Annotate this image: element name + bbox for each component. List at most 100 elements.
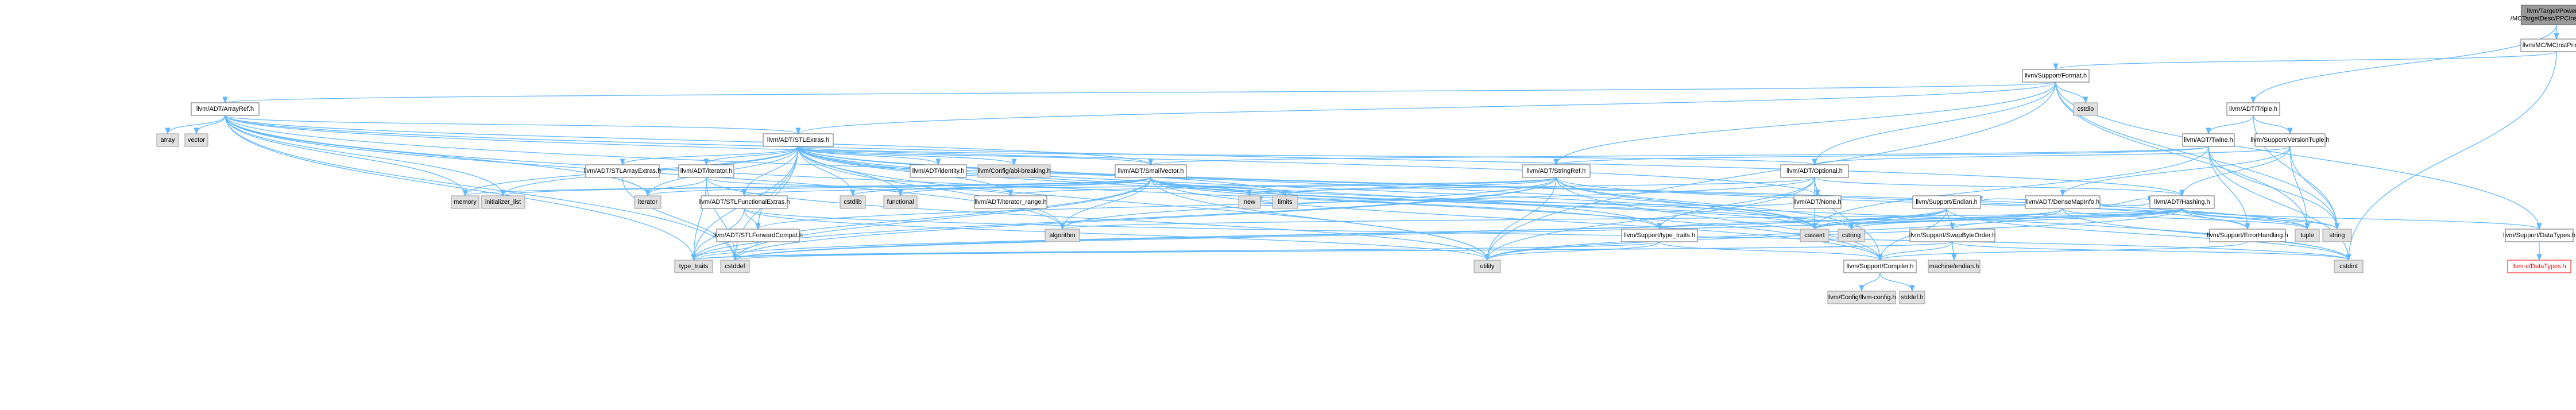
node-cstddef[interactable]: cstddef [720, 260, 750, 273]
node-swapbyteorder-box [1909, 229, 1995, 242]
node-iterrange[interactable]: llvm/ADT/iterator_range.h [974, 195, 1047, 209]
node-initlist[interactable]: initializer_list [481, 195, 525, 209]
edge-hashing-to-utility [1484, 208, 2183, 261]
node-stddef[interactable]: stddef.h [1899, 291, 1925, 304]
node-stlforward[interactable]: llvm/ADT/STLForwardCompat.h [713, 229, 803, 242]
node-datatypes-label: llvm/Support/DataTypes.h [2503, 232, 2575, 239]
node-identity-label: llvm/ADT/identity.h [912, 168, 965, 175]
node-typetraits[interactable]: type_traits [674, 260, 713, 273]
edge-endian-to-cassert [1812, 208, 1947, 230]
edge-compiler-to-llvmconfig [1859, 272, 1881, 292]
node-array[interactable]: array [156, 133, 179, 147]
node-cstdio[interactable]: cstdio [2073, 102, 2098, 116]
node-root[interactable]: llvm/Target/PowerPC/MCTargetDesc/PPCInst… [2511, 5, 2576, 25]
node-errorhandling[interactable]: llvm/Support/ErrorHandling.h [2207, 229, 2288, 242]
node-identity[interactable]: llvm/ADT/identity.h [910, 164, 967, 178]
node-stlfunctional[interactable]: llvm/ADT/STLFunctionalExtras.h [699, 195, 790, 209]
edge-stlextras-to-optional [798, 146, 1817, 166]
node-memory[interactable]: memory [451, 195, 479, 209]
node-compiler[interactable]: llvm/Support/Compiler.h [1843, 260, 1917, 273]
node-cdatatypes[interactable]: llvm-c/DataTypes.h [2507, 260, 2571, 273]
edge-stlextras-to-stlarrayextras [620, 146, 799, 166]
edge-twine-to-cstdint [2208, 146, 2351, 261]
node-errorhandling-label: llvm/Support/ErrorHandling.h [2207, 232, 2288, 239]
edge-twine-to-smallvector [1148, 146, 2209, 166]
node-hashing-label: llvm/ADT/Hashing.h [2154, 199, 2210, 206]
node-optional[interactable]: llvm/ADT/Optional.h [1780, 164, 1849, 178]
node-root-label: llvm/Target/PowerPC [2527, 7, 2576, 14]
node-algorithm[interactable]: algorithm [1045, 229, 1080, 242]
node-vector[interactable]: vector [184, 133, 208, 147]
node-mcinstprinter[interactable]: llvm/MC/MCInstPrinter.h [2520, 38, 2576, 52]
node-mcinstprinter-box [2520, 38, 2576, 52]
node-iteratorstd[interactable]: iterator [634, 195, 662, 209]
node-stddef-label: stddef.h [1901, 294, 1923, 301]
edge-densemapinfo-to-tuple [2062, 208, 2310, 230]
edge-versiontuple-to-hashing [2179, 146, 2291, 197]
node-stringref[interactable]: llvm/ADT/StringRef.h [1522, 164, 1591, 178]
node-cstddef-box [720, 260, 750, 273]
node-none-label: llvm/ADT/None.h [1793, 199, 1841, 206]
node-stlarrayextras[interactable]: llvm/ADT/STLArrayExtras.h [584, 164, 661, 178]
node-format[interactable]: llvm/Support/Format.h [2022, 69, 2090, 83]
node-swapbyteorder[interactable]: llvm/Support/SwapByteOrder.h [1909, 229, 1995, 242]
node-llvmconfig[interactable]: llvm/Config/llvm-config.h [1827, 291, 1896, 304]
node-machineendian-label: machine/endian.h [1929, 263, 1979, 270]
node-machineendian[interactable]: machine/endian.h [1928, 260, 1981, 273]
edge-hashing-to-cstring [1848, 208, 2183, 230]
node-stringref-box [1522, 164, 1591, 178]
edge-smallvector-to-cstddef [732, 177, 1151, 261]
node-limits-box [1272, 195, 1298, 209]
node-none[interactable]: llvm/ADT/None.h [1793, 195, 1842, 209]
node-smallvector-label: llvm/ADT/SmallVector.h [1118, 168, 1184, 175]
node-cstring[interactable]: cstring [1838, 229, 1865, 242]
node-datatypes[interactable]: llvm/Support/DataTypes.h [2503, 229, 2575, 242]
edge-arrayref-to-none [225, 115, 1820, 197]
edge-format-to-stlextras [795, 82, 2056, 135]
edge-stlextras-to-abibreaking [798, 146, 1017, 166]
node-twine[interactable]: llvm/ADT/Twine.h [2182, 133, 2235, 147]
edge-typetraitsllvm-to-typetraits [691, 241, 1660, 261]
node-cstdint[interactable]: cstdint [2334, 260, 2364, 273]
edge-versiontuple-to-string [2289, 146, 2340, 230]
edge-endian-to-cstddef [732, 208, 1947, 261]
node-cstring-box [1838, 229, 1865, 242]
node-root-label: /MCTargetDesc/PPCInstPrinter.h [2511, 15, 2576, 22]
node-tuple[interactable]: tuple [2295, 229, 2320, 242]
node-new[interactable]: new [1238, 195, 1261, 209]
node-smallvector[interactable]: llvm/ADT/SmallVector.h [1115, 164, 1187, 178]
node-triple[interactable]: llvm/ADT/Triple.h [2226, 102, 2280, 116]
node-stlarrayextras-label: llvm/ADT/STLArrayExtras.h [584, 168, 661, 175]
node-hashing[interactable]: llvm/ADT/Hashing.h [2149, 195, 2215, 209]
node-utility[interactable]: utility [1473, 260, 1501, 273]
edge-triple-to-twine [2206, 115, 2254, 135]
edge-smallvector-to-functional [898, 177, 1151, 197]
edge-swapbyteorder-to-typetraits [691, 241, 1953, 261]
node-triple-box [2226, 102, 2280, 116]
edge-stringref-to-iterrange [1008, 177, 1557, 197]
node-adtiterator[interactable]: llvm/ADT/iterator.h [678, 164, 734, 178]
node-twine-box [2182, 133, 2235, 147]
node-functional[interactable]: functional [883, 195, 918, 209]
node-adtiterator-box [678, 164, 734, 178]
node-datatypes-box [2505, 229, 2574, 242]
node-cassert-box [1800, 229, 1829, 242]
node-cstdlib[interactable]: cstdlib [840, 195, 866, 209]
node-string[interactable]: string [2322, 229, 2352, 242]
node-stlextras[interactable]: llvm/ADT/STLExtras.h [763, 133, 834, 147]
node-densemapinfo[interactable]: llvm/ADT/DenseMapInfo.h [2025, 195, 2101, 209]
edge-errorhandling-to-compiler [1877, 241, 2248, 261]
node-cstdio-box [2073, 102, 2098, 116]
node-arrayref[interactable]: llvm/ADT/ArrayRef.h [191, 102, 260, 116]
edge-arrayref-to-memory [225, 115, 468, 197]
node-abibreaking[interactable]: llvm/Config/abi-breaking.h [977, 164, 1051, 178]
node-cassert[interactable]: cassert [1800, 229, 1829, 242]
edge-arrayref-to-smallvector [225, 115, 1154, 166]
node-endian[interactable]: llvm/Support/Endian.h [1912, 195, 1981, 209]
node-stlextras-box [763, 133, 834, 147]
node-llvmconfig-box [1827, 291, 1896, 304]
node-typetraitsllvm[interactable]: llvm/Support/type_traits.h [1621, 229, 1698, 242]
node-limits[interactable]: limits [1272, 195, 1298, 209]
node-utility-label: utility [1480, 263, 1495, 270]
node-versiontuple[interactable]: llvm/Support/VersionTuple.h [2250, 133, 2330, 147]
